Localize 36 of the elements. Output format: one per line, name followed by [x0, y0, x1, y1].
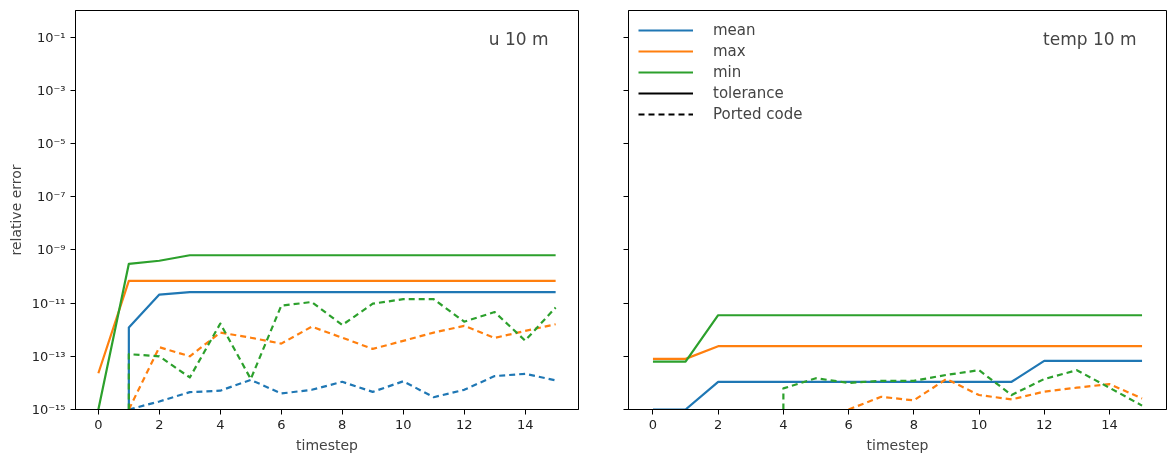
x-tick-label: 4: [216, 416, 225, 432]
x-tick-label: 10: [394, 416, 412, 432]
text: temp 10 m: [1043, 28, 1137, 49]
x-tick-label: 6: [844, 416, 853, 432]
x-tick-label: 14: [516, 416, 534, 432]
x-axis-title: timestep: [866, 436, 929, 453]
y-tick-label: 10⁻⁷: [36, 189, 66, 205]
x-tick-label: 0: [94, 416, 103, 432]
y-tick-label: 10⁻¹³: [31, 348, 66, 364]
annotation: Ported code: [713, 105, 803, 123]
x-tick-label: 12: [1035, 416, 1053, 432]
y-tick-label: 10⁻³: [36, 82, 66, 98]
annotation: tolerance: [713, 84, 784, 102]
x-tick-label: 4: [779, 416, 788, 432]
y-tick-label: 10⁻¹⁵: [31, 402, 66, 417]
y-axis-title: relative error: [7, 164, 24, 256]
x-tick-label: 12: [455, 416, 473, 432]
x-tick-label: 8: [909, 416, 918, 432]
legend-label: max: [713, 42, 746, 60]
x-tick-label: 0: [648, 416, 658, 432]
line-series: [97, 254, 557, 410]
x-tick-label: 8: [338, 416, 347, 432]
y-tick-label: 10⁻⁵: [36, 136, 66, 151]
x-tick-label: 2: [714, 416, 723, 432]
y-tick-label: 10⁻¹¹: [31, 295, 66, 311]
x-tick-label: 2: [155, 416, 164, 432]
x-tick-label: 6: [277, 416, 286, 432]
x-tick-label: 10: [970, 416, 988, 432]
x-axis-title: timestep: [296, 436, 359, 453]
line-series: [127, 323, 557, 410]
legend-label: mean: [713, 21, 756, 39]
y-tick-label: 10⁻¹: [36, 29, 66, 45]
x-tick-label: 14: [1101, 416, 1118, 432]
y-tick-label: 10⁻⁹: [36, 242, 66, 258]
legend-label: min: [713, 63, 742, 81]
text: u 10 m: [488, 28, 549, 49]
